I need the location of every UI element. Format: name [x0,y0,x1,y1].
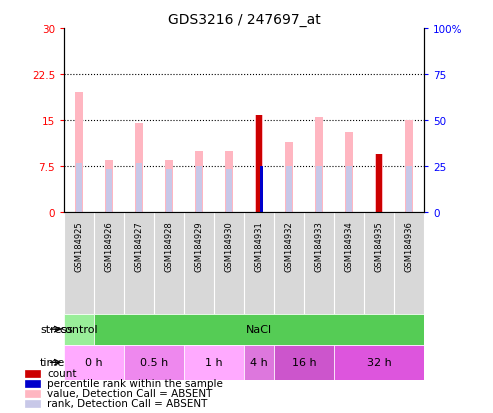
Bar [244,345,274,380]
Bar [375,154,383,213]
Bar [376,154,382,213]
Bar [166,170,172,213]
Bar [64,345,124,380]
Text: 16 h: 16 h [292,357,317,368]
Bar [315,118,323,213]
Text: GSM184925: GSM184925 [74,221,84,271]
Text: GSM184933: GSM184933 [315,221,323,271]
Text: GSM184936: GSM184936 [404,221,414,271]
Text: time: time [40,357,66,368]
Bar [317,167,322,213]
Bar [256,116,262,213]
Bar [285,142,293,213]
Bar [124,345,184,380]
Bar [406,167,412,213]
Bar [376,167,382,213]
Text: 0 h: 0 h [85,357,103,368]
Text: 0.5 h: 0.5 h [140,357,168,368]
Text: rank, Detection Call = ABSENT: rank, Detection Call = ABSENT [47,399,208,408]
Bar [165,161,173,213]
Bar [345,133,353,213]
Text: GSM184932: GSM184932 [284,221,293,271]
Text: GSM184927: GSM184927 [135,221,143,271]
Text: GSM184928: GSM184928 [165,221,174,271]
Text: percentile rank within the sample: percentile rank within the sample [47,378,223,389]
Bar [106,161,113,213]
Bar [25,390,39,397]
Bar [25,400,39,407]
Text: value, Detection Call = ABSENT: value, Detection Call = ABSENT [47,389,212,399]
Bar [137,164,142,213]
Text: GSM184935: GSM184935 [375,221,384,271]
Title: GDS3216 / 247697_at: GDS3216 / 247697_at [168,12,320,26]
Text: 1 h: 1 h [205,357,223,368]
Bar [334,345,424,380]
Bar [225,152,233,213]
Bar [274,345,334,380]
Bar [196,167,202,213]
Bar [405,121,413,213]
Bar [226,170,232,213]
Bar [25,370,39,377]
Bar [195,152,203,213]
Bar [25,380,39,387]
Bar [346,167,352,213]
Text: count: count [47,368,76,378]
Text: NaCl: NaCl [246,324,272,335]
Bar [260,167,263,213]
Text: GSM184926: GSM184926 [105,221,113,271]
Text: GSM184931: GSM184931 [254,221,264,271]
Bar [135,124,143,213]
Text: control: control [60,324,99,335]
Bar [76,164,82,213]
Text: stress: stress [40,324,73,335]
Bar [106,170,112,213]
Bar [256,167,262,213]
Bar [64,314,94,345]
Bar [75,93,83,213]
Bar [286,167,292,213]
Text: 32 h: 32 h [367,357,391,368]
Text: GSM184929: GSM184929 [195,221,204,271]
Text: GSM184930: GSM184930 [224,221,234,271]
Text: GSM184934: GSM184934 [345,221,353,271]
Bar [255,116,263,213]
Text: 4 h: 4 h [250,357,268,368]
Bar [184,345,244,380]
